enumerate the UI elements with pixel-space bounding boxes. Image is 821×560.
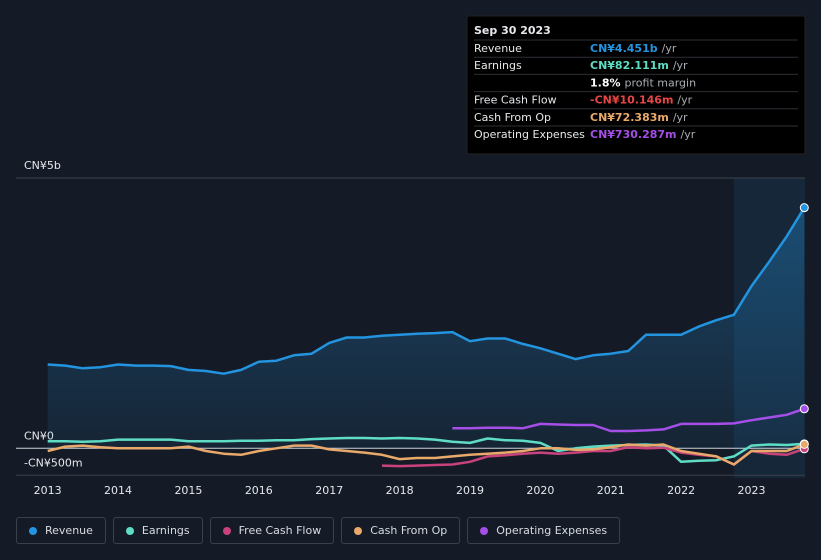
x-tick-label: 2020	[526, 484, 554, 497]
end-point	[799, 404, 809, 414]
tooltip-unit: /yr	[677, 94, 692, 107]
x-tick-label: 2021	[597, 484, 625, 497]
tooltip-label: Cash From Op	[474, 111, 551, 124]
legend: Revenue Earnings Free Cash Flow Cash From O…	[16, 517, 621, 544]
line	[47, 436, 805, 464]
legend-item[interactable]: Cash From Op	[341, 517, 461, 544]
legend-item[interactable]: Revenue	[16, 517, 106, 544]
tooltip-value: CN¥730.287m/yr	[590, 128, 696, 141]
x-tick-label: 2018	[386, 484, 414, 497]
tooltip-value-text: CN¥82.111m	[590, 59, 669, 72]
legend-label: Earnings	[141, 524, 190, 537]
legend-item[interactable]: Operating Expenses	[467, 517, 621, 544]
tooltip-value-text: -CN¥10.146m	[590, 94, 673, 107]
tooltip-unit: /yr	[673, 59, 688, 72]
legend-label: Operating Expenses	[496, 524, 608, 537]
tooltip-date: Sep 30 2023	[474, 24, 551, 37]
tooltip-unit: /yr	[673, 111, 688, 124]
tooltip: Sep 30 2023 Revenue CN¥4.451b/yr Earnings CN…	[466, 15, 806, 155]
tooltip-value: CN¥72.383m/yr	[590, 111, 688, 124]
tooltip-label: Earnings	[474, 59, 522, 72]
x-tick-label: 2017	[315, 484, 343, 497]
tooltip-label: Revenue	[474, 42, 522, 55]
x-tick-label: 2016	[245, 484, 273, 497]
tooltip-unit: profit margin	[625, 76, 697, 89]
x-tick-label: 2022	[667, 484, 695, 497]
x-tick-label: 2013	[34, 484, 62, 497]
legend-swatch	[354, 526, 363, 535]
y-tick-label: -CN¥500m	[24, 456, 83, 469]
tooltip-value: CN¥82.111m/yr	[590, 59, 688, 72]
legend-label: Cash From Op	[370, 524, 448, 537]
line	[47, 207, 806, 375]
legend-item[interactable]: Earnings	[112, 517, 203, 544]
x-tick-label: 2019	[456, 484, 484, 497]
end-point	[799, 203, 809, 213]
tooltip-value-text: CN¥72.383m	[590, 111, 669, 124]
tooltip-label: Free Cash Flow	[474, 94, 557, 107]
tooltip-label: Operating Expenses	[474, 128, 585, 141]
tooltip-value-text: CN¥730.287m	[590, 128, 677, 141]
line	[452, 407, 805, 433]
tooltip-value-text: 1.8%	[590, 76, 621, 89]
tooltip-value: 1.8% profit margin	[590, 76, 696, 89]
tooltip-unit: /yr	[662, 42, 677, 55]
legend-swatch	[29, 526, 37, 535]
line	[47, 443, 805, 466]
x-tick-label: 2023	[738, 484, 766, 497]
x-tick-label: 2015	[174, 484, 202, 497]
y-tick-label: CN¥0	[24, 429, 54, 442]
legend-swatch	[480, 526, 489, 535]
legend-swatch	[125, 526, 134, 535]
tooltip-box	[466, 15, 806, 155]
end-point	[799, 439, 809, 449]
legend-swatch	[222, 526, 231, 535]
y-tick-label: CN¥5b	[24, 159, 61, 172]
tooltip-value: CN¥4.451b/yr	[590, 42, 677, 55]
chart: CN¥5b CN¥0 -CN¥500m 2013 2014 2015 2016 2017 201…	[16, 15, 809, 497]
area	[47, 207, 805, 449]
tooltip-value: -CN¥10.146m/yr	[590, 94, 693, 107]
tooltip-unit: /yr	[681, 128, 696, 141]
tooltip-value-text: CN¥4.451b	[590, 42, 658, 55]
legend-label: Free Cash Flow	[238, 524, 322, 537]
x-tick-label: 2014	[104, 484, 132, 497]
legend-item[interactable]: Free Cash Flow	[209, 517, 335, 544]
legend-label: Revenue	[45, 524, 93, 537]
